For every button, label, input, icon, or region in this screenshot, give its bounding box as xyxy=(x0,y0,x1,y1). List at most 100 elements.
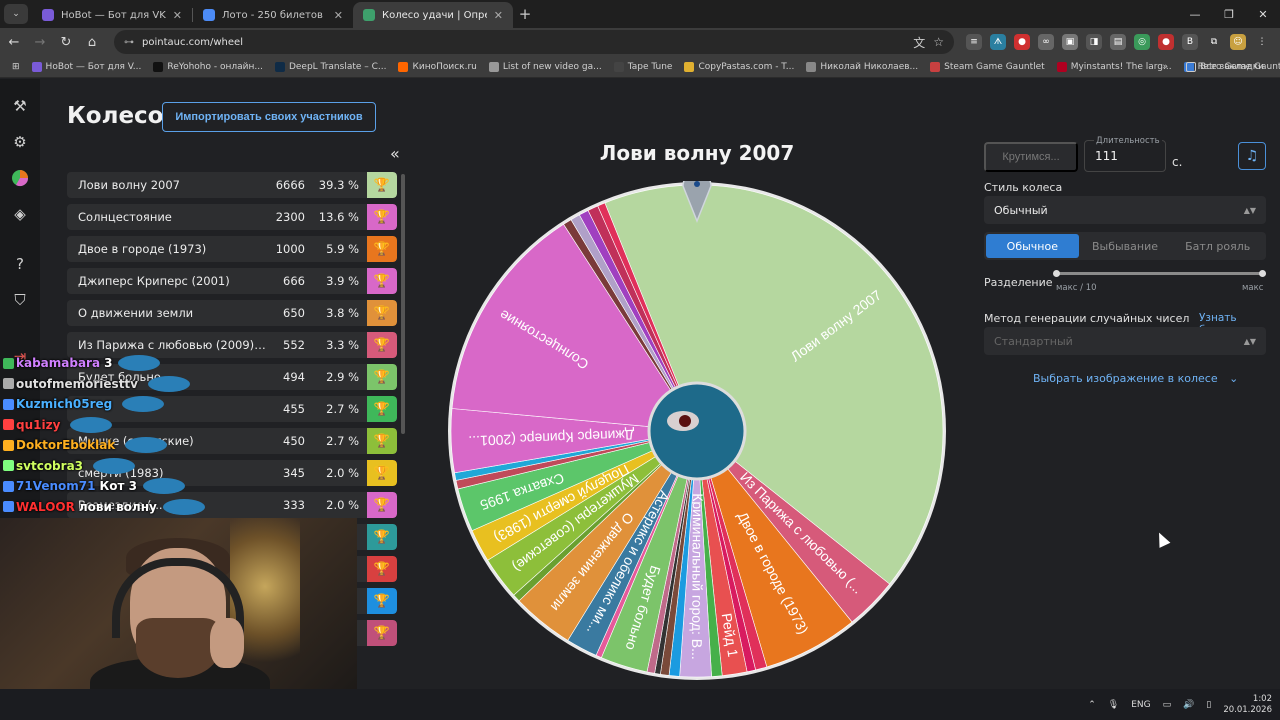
music-note-icon[interactable]: ♫ xyxy=(1238,142,1266,170)
bookmark-item[interactable]: DeepL Translate – С... xyxy=(269,61,393,72)
participant-amount[interactable]: 6666 xyxy=(275,178,305,192)
participant-row[interactable]: 455 2.7 % 🏆 xyxy=(67,396,397,422)
language-indicator[interactable]: ENG xyxy=(1131,699,1151,710)
trophy-icon[interactable]: 🏆 xyxy=(367,524,397,550)
mode-battle-royale[interactable]: Батл рояль xyxy=(1185,239,1251,253)
trophy-icon[interactable]: 🏆 xyxy=(367,300,397,326)
participant-name[interactable]: Солнцестояние xyxy=(78,210,172,224)
mode-normal[interactable]: Обычное xyxy=(986,234,1079,258)
participant-amount[interactable]: 2300 xyxy=(275,210,305,224)
chevron-right-icon[interactable]: » xyxy=(1162,61,1168,72)
bookmark-item[interactable]: Tape Tune xyxy=(608,61,679,72)
participant-amount[interactable]: 666 xyxy=(283,274,305,288)
participant-amount[interactable]: 650 xyxy=(283,306,305,320)
extension-icon[interactable]: ● xyxy=(1158,34,1174,50)
list-scrollbar[interactable] xyxy=(401,174,405,434)
participant-row[interactable]: Двое в городе (1973) 1000 5.9 % 🏆 xyxy=(67,236,397,262)
tab-search-button[interactable]: ⌄ xyxy=(4,4,28,24)
translate-icon[interactable]: 文 xyxy=(913,35,926,50)
bookmark-item[interactable]: ReYohoho - онлайн... xyxy=(147,61,269,72)
bookmark-item[interactable]: Steam Game Gauntlet xyxy=(924,61,1051,72)
back-arrow-icon[interactable]: ← xyxy=(8,34,20,50)
extension-icon[interactable]: ≡ xyxy=(966,34,982,50)
extension-icon[interactable]: ᗑ xyxy=(990,34,1006,50)
bookmark-star-icon[interactable]: ☆ xyxy=(933,35,944,49)
participant-row[interactable]: Из Парижа с любовью (2009) кста,... 552 3.… xyxy=(67,332,397,358)
browser-tab[interactable]: Лото - 250 билетов ✕ xyxy=(193,2,353,28)
battery-icon[interactable]: ▯ xyxy=(1206,699,1212,710)
participant-row[interactable]: О движении земли 650 3.8 % 🏆 xyxy=(67,300,397,326)
trophy-icon[interactable]: 🏆 xyxy=(367,204,397,230)
participant-name[interactable]: Джиперс Криперс (2001) xyxy=(78,274,230,288)
profile-avatar-icon[interactable]: ☺ xyxy=(1230,34,1246,50)
participant-row[interactable]: Возмездие (... 333 2.0 % 🏆 xyxy=(67,492,397,518)
participant-row[interactable]: Джиперс Криперс (2001) 666 3.9 % 🏆 xyxy=(67,268,397,294)
trophy-icon[interactable]: 🏆 xyxy=(367,556,397,582)
extension-icon[interactable]: ∞ xyxy=(1038,34,1054,50)
help-icon[interactable]: ? xyxy=(16,255,24,273)
participant-amount[interactable]: 450 xyxy=(283,434,305,448)
fortune-wheel[interactable]: Лови волну 2007 Из Парижа с любовью (... Д… xyxy=(447,181,947,681)
tab-close-icon[interactable]: ✕ xyxy=(172,8,182,22)
bookmark-item[interactable]: List of new video ga... xyxy=(483,61,608,72)
duration-value[interactable]: 111 xyxy=(1095,149,1118,163)
mode-elimination[interactable]: Выбывание xyxy=(1091,239,1159,253)
bookmark-item[interactable]: Николай Николаев... xyxy=(800,61,924,72)
trophy-icon[interactable]: 🏆 xyxy=(367,268,397,294)
home-icon[interactable]: ⌂ xyxy=(87,34,97,50)
tab-close-icon[interactable]: ✕ xyxy=(493,8,503,22)
split-slider-min-knob[interactable] xyxy=(1053,270,1060,277)
wheel-style-select[interactable]: Обычный ▲▼ xyxy=(984,196,1266,224)
split-slider[interactable] xyxy=(1055,272,1266,275)
extension-icon[interactable]: ● xyxy=(1014,34,1030,50)
forward-arrow-icon[interactable]: → xyxy=(34,34,46,50)
trophy-icon[interactable]: 🏆 xyxy=(367,236,397,262)
browser-tab[interactable]: HoBot — Бот для VK Video Live ✕ xyxy=(32,2,192,28)
clock[interactable]: 1:02 20.01.2026 xyxy=(1223,694,1272,716)
shield-icon[interactable]: ⛉ xyxy=(14,291,26,309)
participant-amount[interactable]: 333 xyxy=(283,498,305,512)
participant-amount[interactable]: 345 xyxy=(283,466,305,480)
address-bar[interactable]: ⊶ pointauc.com/wheel 文 ☆ xyxy=(114,30,954,54)
participant-row[interactable]: Солнцестояние 2300 13.6 % 🏆 xyxy=(67,204,397,230)
browser-menu-icon[interactable]: ⋮ xyxy=(1257,37,1267,47)
new-tab-button[interactable]: + xyxy=(518,5,532,23)
choose-wheel-image-button[interactable]: Выбрать изображение в колесе ⌄ xyxy=(1033,372,1238,385)
network-icon[interactable]: ▭ xyxy=(1162,699,1172,710)
participant-name[interactable]: Из Парижа с любовью (2009) кста,... xyxy=(78,338,267,352)
microphone-icon[interactable]: 🎙 xyxy=(1107,699,1120,710)
restore-icon[interactable]: ❐ xyxy=(1224,7,1234,21)
participant-name[interactable]: Двое в городе (1973) xyxy=(78,242,207,256)
split-slider-max-knob[interactable] xyxy=(1259,270,1266,277)
close-window-icon[interactable]: ✕ xyxy=(1258,7,1268,21)
site-info-icon[interactable]: ⊶ xyxy=(124,36,134,48)
bookmark-item[interactable]: Myinstants! The larg... xyxy=(1051,61,1178,72)
bookmark-item[interactable]: КиноПоиск.ru xyxy=(392,61,482,72)
extension-icon[interactable]: ▤ xyxy=(1110,34,1126,50)
bookmark-item[interactable]: CopyPastas.com - T... xyxy=(678,61,800,72)
trophy-icon[interactable]: 🏆 xyxy=(367,620,397,646)
bookmark-item[interactable]: Retro Game Gauntlet xyxy=(1178,61,1280,72)
extension-icon[interactable]: ◎ xyxy=(1134,34,1150,50)
participant-amount[interactable]: 494 xyxy=(283,370,305,384)
participant-row[interactable]: Будет больно 494 2.9 % 🏆 xyxy=(67,364,397,390)
layers-icon[interactable]: ◈ xyxy=(14,205,26,223)
collapse-panel-button[interactable]: « xyxy=(390,144,400,163)
trophy-icon[interactable]: 🏆 xyxy=(367,492,397,518)
trophy-icon[interactable]: 🏆 xyxy=(367,428,397,454)
minimize-icon[interactable]: — xyxy=(1189,7,1201,21)
trophy-icon[interactable]: 🏆 xyxy=(367,332,397,358)
trophy-icon[interactable]: 🏆 xyxy=(367,588,397,614)
participant-name[interactable]: Лови волну 2007 xyxy=(78,178,181,192)
tray-chevron-up-icon[interactable]: ⌃ xyxy=(1088,699,1096,710)
participant-amount[interactable]: 1000 xyxy=(275,242,305,256)
bookmark-item[interactable]: HoBot — Бот для V... xyxy=(26,61,148,72)
trophy-icon[interactable]: 🏆 xyxy=(367,172,397,198)
settings-gear-icon[interactable]: ⚙ xyxy=(13,133,27,151)
participant-name[interactable]: О движении земли xyxy=(78,306,194,320)
volume-icon[interactable]: 🔊 xyxy=(1183,699,1195,710)
rng-method-select[interactable]: Стандартный ▲▼ xyxy=(984,327,1266,355)
participant-amount[interactable]: 552 xyxy=(283,338,305,352)
